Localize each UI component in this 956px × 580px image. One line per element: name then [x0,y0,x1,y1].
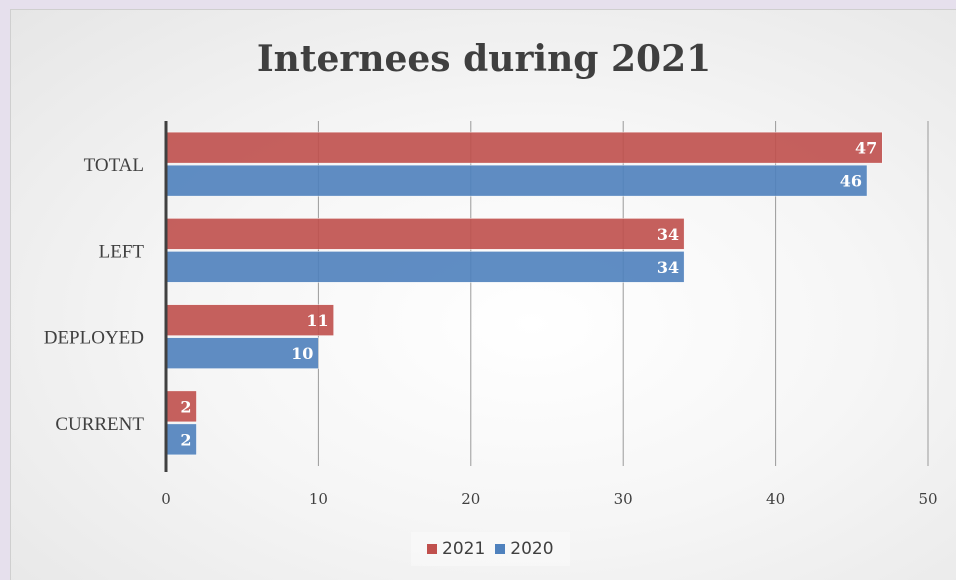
bar-2020 [166,423,197,456]
category-label: TOTAL [84,155,144,176]
data-label: 11 [306,311,328,330]
x-tick-label: 10 [309,490,328,508]
x-tick-label: 30 [614,490,633,508]
data-label: 2 [180,397,191,416]
data-label: 2 [180,430,191,449]
bar-2020 [166,251,685,283]
legend-label: 2021 [442,539,486,559]
data-label: 46 [840,172,862,191]
legend-label: 2020 [510,539,554,559]
data-label: 47 [855,139,877,158]
category-label: CURRENT [55,414,144,435]
bar-2021 [166,131,883,164]
category-label: LEFT [99,241,145,262]
x-tick-label: 20 [461,490,480,508]
x-tick-label: 40 [766,490,785,508]
x-tick-label: 50 [918,490,937,508]
data-label: 34 [657,225,679,244]
chart-area: Internees during 2021 TOTAL 47 46 LEFT 34 34 D… [10,9,956,580]
chart-plot: TOTAL 47 46 LEFT 34 34 DEPLOYED 11 10 CURRENT 2 2 0… [44,121,938,508]
legend: 2021 2020 [411,532,570,566]
chart-title: Internees during 2021 [256,38,712,80]
bar-2020 [166,337,319,369]
data-label: 10 [291,344,313,363]
data-label: 34 [657,258,679,277]
bar-2021 [166,218,685,250]
legend-item: 2020 [495,539,554,559]
legend-swatch [427,544,437,554]
bar-2021 [166,390,197,423]
legend-item: 2021 [427,539,485,559]
bar-2020 [166,164,868,197]
category-label: DEPLOYED [44,328,144,349]
x-tick-label: 0 [161,490,171,508]
legend-swatch [495,544,506,554]
